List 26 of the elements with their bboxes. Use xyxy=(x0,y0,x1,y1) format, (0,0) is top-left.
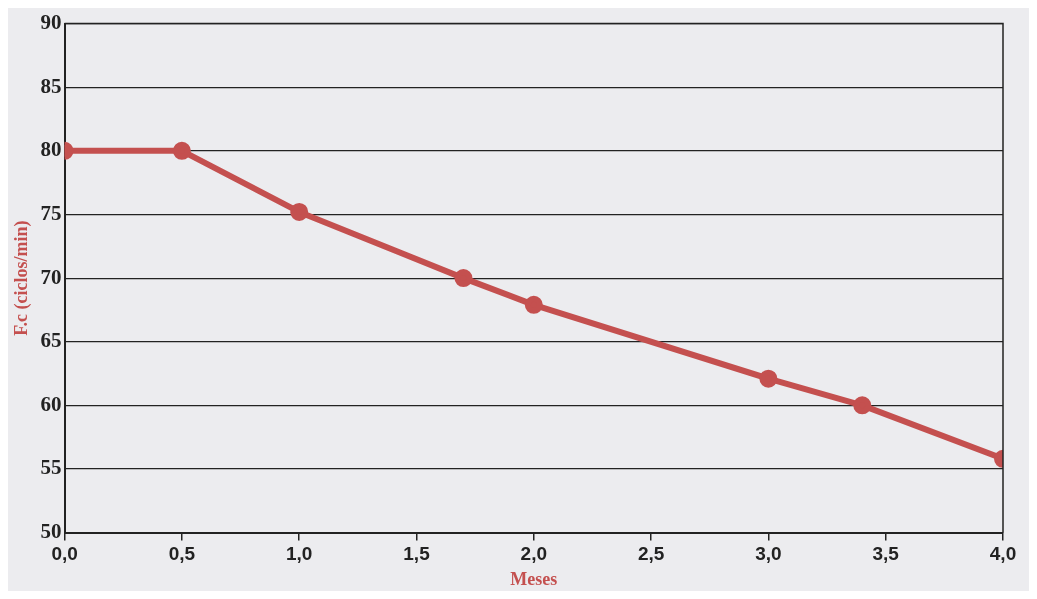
y-tick-label: 65 xyxy=(40,328,62,353)
y-tick-label: 60 xyxy=(40,391,62,416)
y-tick-label: 85 xyxy=(40,73,62,98)
x-tick-label: 2,0 xyxy=(520,543,548,565)
x-tick-label: 4,0 xyxy=(989,543,1017,565)
x-tick-label: 1,5 xyxy=(403,543,431,565)
y-axis-title: F.c (ciclos/min) xyxy=(11,220,33,336)
x-tick-label: 0,5 xyxy=(168,543,196,565)
x-tick-label: 3,0 xyxy=(755,543,782,565)
x-tick-label: 3,5 xyxy=(872,543,900,565)
y-tick-label: 50 xyxy=(40,519,62,544)
x-axis-title: Meses xyxy=(510,568,558,589)
point xyxy=(853,396,872,415)
y-tick-label: 70 xyxy=(40,264,62,289)
point xyxy=(454,269,473,288)
y-tick-label: 55 xyxy=(40,455,62,480)
point xyxy=(290,202,309,221)
point xyxy=(172,141,191,160)
x-tick-label: 1,0 xyxy=(285,543,313,565)
x-tick-label: 0,0 xyxy=(51,543,78,565)
y-tick-label: 90 xyxy=(40,10,62,35)
y-tick-label: 75 xyxy=(40,200,62,225)
y-tick-label: 80 xyxy=(40,137,62,162)
x-tick-label: 2,5 xyxy=(637,543,665,565)
point xyxy=(759,369,778,388)
point xyxy=(524,295,543,314)
